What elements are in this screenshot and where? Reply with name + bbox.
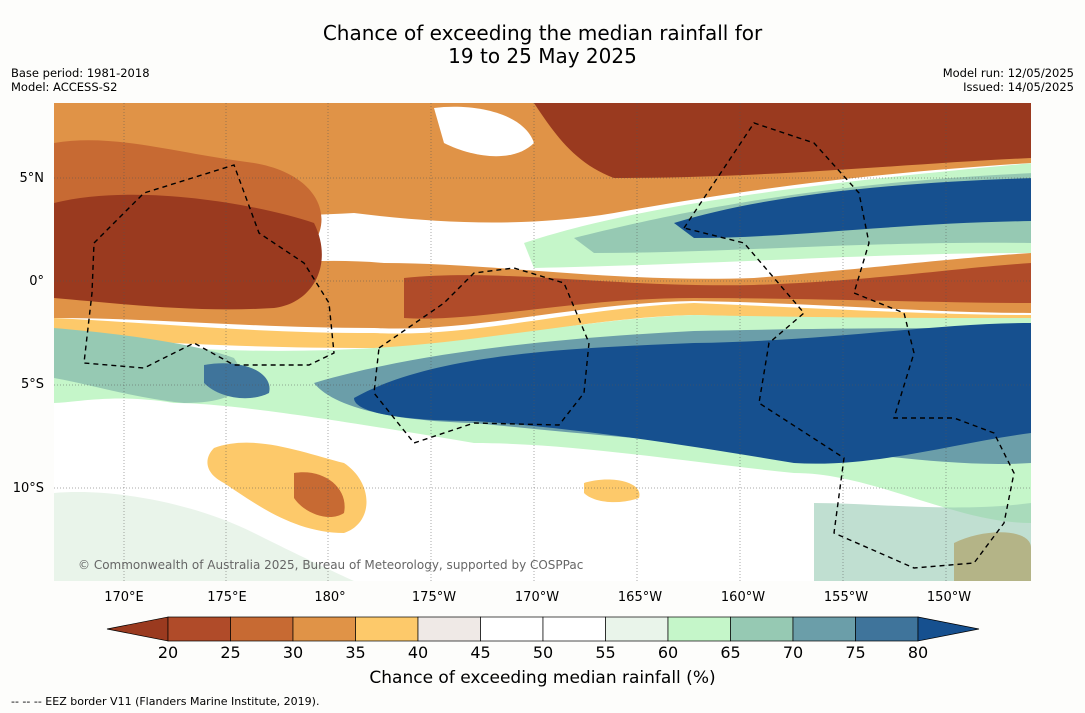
- colorbar-tick-label: 25: [220, 643, 241, 662]
- colorbar-tick-label: 20: [157, 643, 179, 662]
- colorbar-tick-label: 65: [720, 643, 741, 662]
- chart-title: Chance of exceeding the median rainfall …: [0, 22, 1085, 68]
- lon-label-150w: 150°W: [926, 590, 972, 605]
- colorbar-tick-label: 70: [782, 643, 804, 662]
- colorbar-tick-label: 55: [595, 643, 616, 662]
- meta-right: Model run: 12/05/2025 Issued: 14/05/2025: [943, 66, 1074, 94]
- colorbar-bin: [417, 616, 481, 642]
- colorbar-bin: [667, 616, 731, 642]
- lat-label-10s: 10°S: [12, 481, 44, 496]
- colorbar-bin: [855, 616, 919, 642]
- north-blue-band: [674, 178, 1031, 238]
- eez-legend: -- -- -- EEZ border V11 (Flanders Marine…: [11, 695, 320, 708]
- base-period: Base period: 1981-2018: [11, 66, 150, 80]
- colorbar-bin: [355, 616, 419, 642]
- colorbar-bin: [480, 616, 544, 642]
- west-blue-patch: [204, 363, 270, 399]
- model-name: Model: ACCESS-S2: [11, 80, 118, 94]
- colorbar-extend-high: [917, 616, 980, 642]
- lon-label-170w: 170°W: [514, 590, 560, 605]
- lon-label-180: 180°: [314, 590, 346, 605]
- graticule: [54, 103, 1031, 581]
- lon-label-175e: 175°E: [207, 590, 247, 605]
- meta-left: Base period: 1981-2018 Model: ACCESS-S2: [11, 66, 150, 94]
- issued-date: Issued: 14/05/2025: [963, 80, 1074, 94]
- colorbar-tick-label: 35: [345, 643, 366, 662]
- colorbar-tick-label: 40: [407, 643, 429, 662]
- colorbar-bin: [230, 616, 294, 642]
- colorbar-tick-label: 45: [470, 643, 491, 662]
- lon-label-170e: 170°E: [104, 590, 144, 605]
- north-dry-brown-east: [534, 103, 1031, 178]
- title-line-1: Chance of exceeding the median rainfall …: [322, 21, 763, 45]
- colorbar-bin: [605, 616, 669, 642]
- model-run: Model run: 12/05/2025: [942, 66, 1074, 80]
- colorbar-bin: [292, 616, 356, 642]
- colorbar-bin: [167, 616, 231, 642]
- lon-label-175w: 175°W: [411, 590, 457, 605]
- lon-label-160w: 160°W: [720, 590, 766, 605]
- lon-label-155w: 155°W: [823, 590, 869, 605]
- colorbar-bin: [542, 616, 606, 642]
- colorbar-tick-label: 30: [282, 643, 304, 662]
- rainfall-map: [54, 103, 1031, 581]
- south-dry-small: [584, 479, 640, 503]
- colorbar-extend-low: [106, 616, 169, 642]
- lat-label-0: 0°: [29, 274, 44, 289]
- colorbar-label: Chance of exceeding median rainfall (%): [369, 668, 716, 688]
- lat-label-5n: 5°N: [19, 171, 45, 186]
- colorbar-tick-label: 80: [907, 643, 929, 662]
- colorbar: [106, 616, 980, 642]
- equator-yellow-edge: [54, 303, 1031, 348]
- colorbar-bin: [792, 616, 856, 642]
- eez-borders: [83, 122, 1015, 569]
- colorbar-tick-label: 60: [657, 643, 679, 662]
- north-wet-patch: [434, 106, 534, 157]
- southwest-green: [54, 492, 354, 581]
- colorbar-tick-label: 50: [532, 643, 554, 662]
- south-blue-zone: [354, 323, 1031, 464]
- equator-dry-brown-east: [404, 263, 1031, 319]
- colorbar-tick-label: 75: [845, 643, 866, 662]
- south-dry-brown: [294, 472, 345, 518]
- title-line-2: 19 to 25 May 2025: [448, 44, 637, 68]
- southeast-teal: [814, 503, 1031, 581]
- colorbar-bin: [730, 616, 794, 642]
- lon-label-165w: 165°W: [617, 590, 663, 605]
- copyright-text: © Commonwealth of Australia 2025, Bureau…: [78, 558, 584, 572]
- lat-label-5s: 5°S: [20, 377, 44, 392]
